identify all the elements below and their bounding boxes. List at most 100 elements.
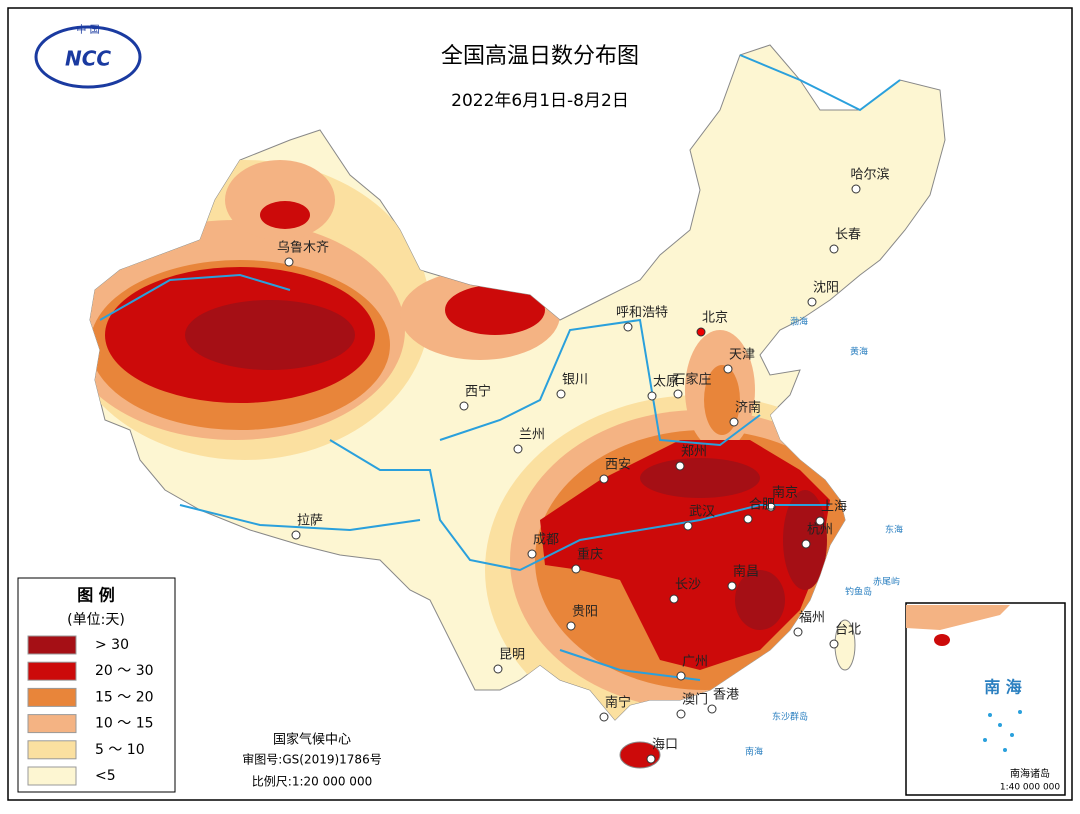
legend-swatch [27,687,77,707]
city-label: 拉萨 [297,514,323,529]
city-label: 广州 [682,655,708,670]
city-label: 重庆 [577,547,603,563]
footer-approval: 审图号:GS(2019)1786号 [242,752,381,767]
city-marker [829,639,839,649]
city-marker [815,516,825,526]
inset-land [906,605,1010,630]
logo-country: 中 国 [76,23,99,36]
city-marker [829,244,839,254]
legend-box [17,577,176,793]
sea-label: 黄海 [850,346,868,358]
city-marker [743,514,753,524]
city-label: 杭州 [807,523,833,538]
city-marker [571,564,581,574]
zone [640,458,760,498]
legend: 图 例 (单位:天) > 30 20 ～ 30 15 ～ 20 10 ～ 15 5 ～ … [17,577,176,793]
city-label: 福州 [799,611,825,626]
legend-swatch [27,714,77,734]
subtitle: 2022年6月1日-8月2日 [451,91,629,111]
legend-label: 5 ～ 10 [95,742,145,758]
city-marker [566,621,576,631]
city-label: 海口 [652,738,678,753]
city-label: 武汉 [689,505,715,520]
river [179,504,421,532]
legend-label: <5 [95,768,116,784]
city-label: 北京 [702,311,728,326]
inset-title: 南海诸岛 [1010,767,1050,780]
city-marker [727,581,737,591]
city-marker [766,502,776,512]
city-label: 香港 [713,688,739,703]
inset-box [905,602,1066,796]
river [99,273,291,321]
heat-zones [90,160,915,720]
zone [445,285,545,335]
city-label: 沈阳 [813,281,839,296]
city-marker [723,364,733,374]
city-marker [793,627,803,637]
city-marker [493,664,503,674]
title: 全国高温日数分布图 [441,44,639,69]
legend-swatch [27,766,77,786]
city-marker [676,709,686,719]
river [329,439,830,572]
river [739,54,901,112]
logo: 中 国 NCC [34,23,142,89]
city-marker [801,539,811,549]
city-marker [623,322,633,332]
city-label: 长春 [835,228,861,243]
sea-label: 渤海 [790,316,808,328]
city-label: 昆明 [499,648,525,663]
city-label: 台北 [835,623,861,638]
sea-label: 南海 [745,746,763,758]
city-label: 南宁 [605,695,631,711]
island-label: 赤尾屿 [873,577,900,588]
legend-label: 15 ～ 20 [95,689,154,705]
inset-sea: 南 海 [984,678,1022,697]
city-label: 呼和浩特 [616,306,668,321]
city-label: 西宁 [465,384,491,400]
inset: 南 海 南海诸岛 1:40 000 000 [905,602,1066,796]
city-label: 合肥 [749,498,775,513]
legend-items: > 30 20 ～ 30 15 ～ 20 10 ～ 15 5 ～ 10 <5 [27,635,154,786]
city-marker [676,671,686,681]
city-marker [675,461,685,471]
inset-islands [983,710,1022,752]
city-label: 兰州 [519,428,545,443]
city-marker [291,530,301,540]
city-label: 澳门 [682,692,708,708]
city-label: 南京 [772,485,798,501]
city-marker [646,754,656,764]
inset-hainan [934,634,950,646]
river [559,649,701,681]
island-label: 东沙群岛 [772,711,808,723]
zone [735,570,785,630]
river [439,318,761,447]
city-marker [647,391,657,401]
logo-text: NCC [65,47,111,71]
city-marker [851,184,861,194]
legend-title: 图 例 [77,586,115,605]
sea-label: 东海 [885,524,903,536]
footer-org: 国家气候中心 [273,732,351,748]
zone [185,300,355,370]
city-label: 南昌 [733,564,759,580]
city-label: 乌鲁木齐 [277,240,329,256]
zone [260,201,310,229]
legend-label: 20 ～ 30 [95,663,154,679]
city-marker [683,521,693,531]
legend-swatch [27,740,77,760]
footer-scale: 比例尺:1:20 000 000 [252,775,372,789]
zone [704,365,740,435]
legend-label: > 30 [95,637,129,653]
city-label: 太原 [653,375,679,390]
legend-label: 10 ～ 15 [95,716,154,732]
city-label: 天津 [729,348,755,363]
city-marker [707,704,717,714]
city-marker [673,389,683,399]
city-label: 济南 [735,400,761,416]
city-label: 上海 [821,500,847,515]
city-label: 贵阳 [572,605,598,620]
city-marker [599,474,609,484]
